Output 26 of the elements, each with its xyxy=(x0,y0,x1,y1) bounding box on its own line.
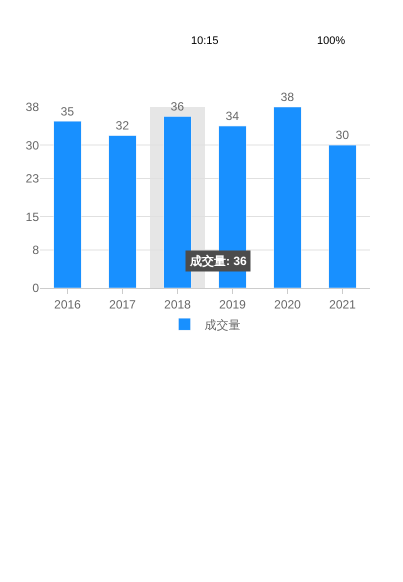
x-tick-label: 2019 xyxy=(219,297,246,312)
y-tick-label: 15 xyxy=(26,210,40,224)
x-tick-label: 2017 xyxy=(109,297,136,312)
legend-label: 成交量 xyxy=(204,318,240,332)
text: 10:15 xyxy=(191,35,219,47)
bar xyxy=(328,144,356,288)
data-label: 38 xyxy=(280,90,294,104)
data-label: 30 xyxy=(336,128,350,142)
data-label: 35 xyxy=(60,104,74,118)
bar xyxy=(274,107,302,288)
data-label: 32 xyxy=(116,118,130,133)
y-tick-label: 30 xyxy=(26,138,40,152)
bar xyxy=(54,121,82,288)
y-tick-label: 8 xyxy=(32,243,40,258)
data-label: 34 xyxy=(226,109,240,124)
bar xyxy=(108,135,136,288)
x-tick-label: 2018 xyxy=(164,297,192,312)
text: 100% xyxy=(317,35,346,47)
y-tick-label: 38 xyxy=(26,100,40,114)
annotation: 成交量: 36 xyxy=(189,254,248,268)
x-tick-label: 2020 xyxy=(274,297,302,312)
x-tick-label: 2021 xyxy=(329,297,356,312)
x-tick-label: 2016 xyxy=(54,297,82,312)
data-label: 36 xyxy=(170,100,184,114)
y-tick-label: 0 xyxy=(32,281,40,296)
y-tick-label: 23 xyxy=(26,172,40,186)
